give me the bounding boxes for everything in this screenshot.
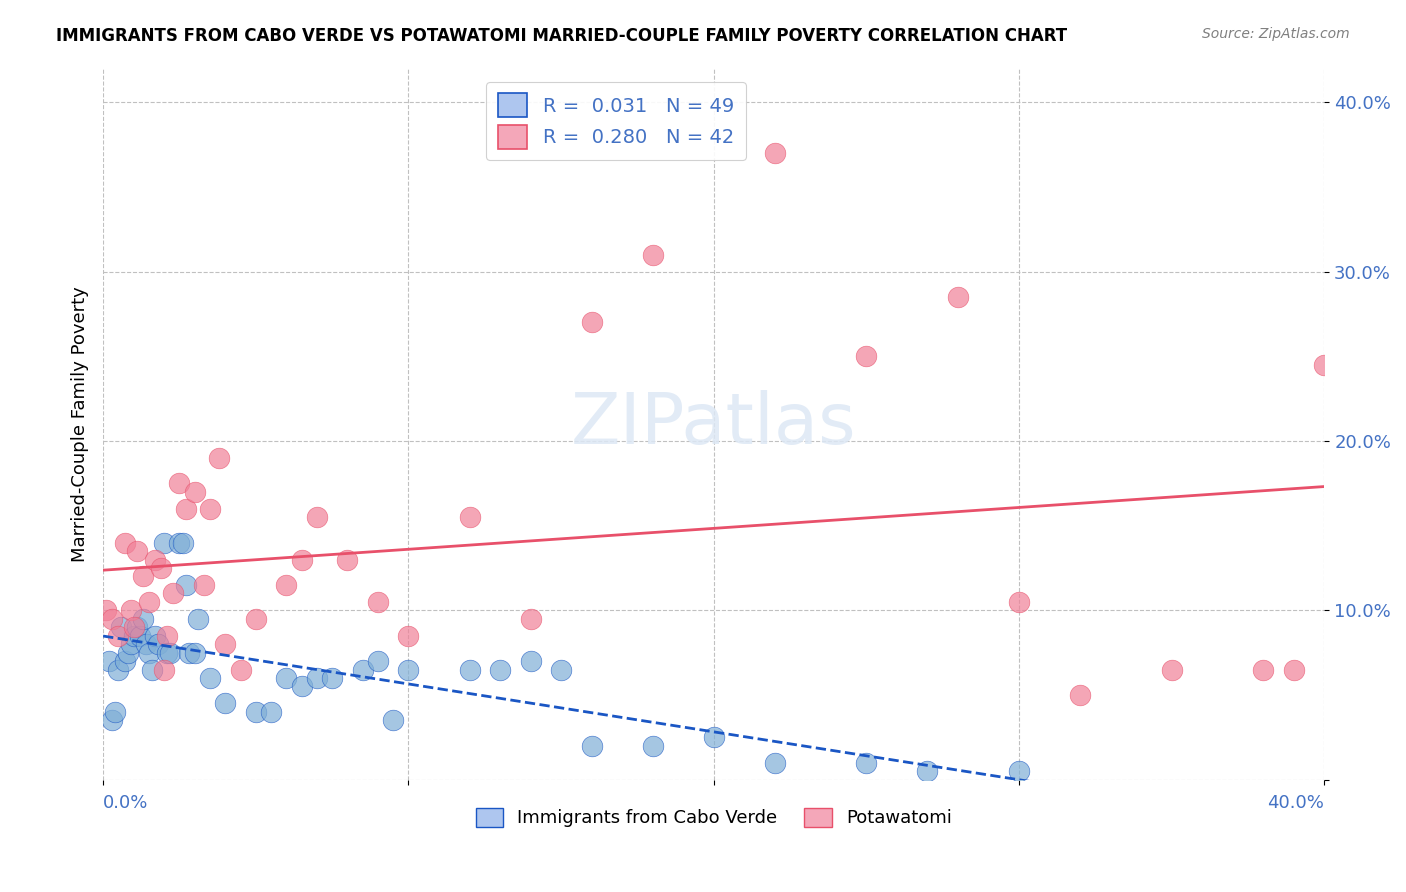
Point: [101, 612, 124, 626]
Point: [855, 756, 877, 770]
Point: [107, 629, 129, 643]
Point: [172, 535, 194, 549]
Point: [156, 629, 179, 643]
Point: [581, 316, 603, 330]
Point: [855, 349, 877, 363]
Point: [1282, 663, 1305, 677]
Point: [143, 552, 166, 566]
Point: [146, 637, 169, 651]
Point: [198, 501, 221, 516]
Point: [120, 603, 142, 617]
Point: [183, 646, 205, 660]
Point: [110, 620, 132, 634]
Point: [641, 739, 664, 753]
Point: [141, 663, 163, 677]
Point: [156, 646, 179, 660]
Point: [114, 535, 136, 549]
Point: [214, 697, 236, 711]
Point: [187, 612, 209, 626]
Point: [169, 535, 191, 549]
Text: IMMIGRANTS FROM CABO VERDE VS POTAWATOMI MARRIED-COUPLE FAMILY POVERTY CORRELATI: IMMIGRANTS FROM CABO VERDE VS POTAWATOMI…: [56, 27, 1067, 45]
Text: 40.0%: 40.0%: [1268, 794, 1324, 812]
Point: [208, 450, 231, 465]
Y-axis label: Married-Couple Family Poverty: Married-Couple Family Poverty: [72, 286, 89, 562]
Point: [96, 603, 118, 617]
Point: [143, 629, 166, 643]
Point: [138, 646, 160, 660]
Point: [138, 595, 160, 609]
Point: [245, 705, 267, 719]
Point: [290, 680, 312, 694]
Point: [245, 612, 267, 626]
Text: ZIPatlas: ZIPatlas: [571, 390, 856, 458]
Point: [1313, 358, 1336, 372]
Point: [229, 663, 252, 677]
Point: [1160, 663, 1182, 677]
Point: [107, 663, 129, 677]
Point: [458, 510, 481, 524]
Point: [276, 578, 298, 592]
Point: [352, 663, 374, 677]
Point: [519, 654, 541, 668]
Point: [177, 646, 200, 660]
Point: [260, 705, 283, 719]
Point: [159, 646, 181, 660]
Point: [367, 654, 389, 668]
Point: [135, 637, 157, 651]
Point: [132, 612, 155, 626]
Point: [276, 671, 298, 685]
Point: [763, 756, 786, 770]
Point: [398, 629, 420, 643]
Point: [98, 654, 121, 668]
Text: Source: ZipAtlas.com: Source: ZipAtlas.com: [1202, 27, 1350, 41]
Point: [122, 620, 145, 634]
Point: [290, 552, 312, 566]
Point: [1253, 663, 1275, 677]
Point: [763, 146, 786, 161]
Point: [101, 714, 124, 728]
Point: [489, 663, 512, 677]
Point: [214, 637, 236, 651]
Point: [153, 663, 176, 677]
Point: [153, 535, 176, 549]
Point: [117, 646, 139, 660]
Point: [382, 714, 405, 728]
Point: [703, 731, 725, 745]
Point: [198, 671, 221, 685]
Point: [193, 578, 215, 592]
Point: [550, 663, 572, 677]
Point: [162, 586, 184, 600]
Point: [150, 561, 173, 575]
Point: [128, 629, 150, 643]
Point: [174, 501, 197, 516]
Point: [519, 612, 541, 626]
Point: [132, 569, 155, 583]
Point: [321, 671, 343, 685]
Point: [104, 705, 127, 719]
Point: [581, 739, 603, 753]
Point: [114, 654, 136, 668]
Point: [917, 764, 939, 779]
Point: [125, 620, 148, 634]
Point: [183, 484, 205, 499]
Text: 0.0%: 0.0%: [103, 794, 149, 812]
Point: [120, 637, 142, 651]
Point: [1069, 688, 1091, 702]
Point: [398, 663, 420, 677]
Point: [169, 476, 191, 491]
Point: [305, 510, 328, 524]
Point: [174, 578, 197, 592]
Point: [367, 595, 389, 609]
Point: [305, 671, 328, 685]
Point: [458, 663, 481, 677]
Point: [122, 629, 145, 643]
Point: [336, 552, 359, 566]
Point: [125, 544, 148, 558]
Point: [946, 290, 969, 304]
Point: [641, 248, 664, 262]
Point: [1008, 764, 1031, 779]
Legend: Immigrants from Cabo Verde, Potawatomi: Immigrants from Cabo Verde, Potawatomi: [468, 801, 959, 835]
Point: [1008, 595, 1031, 609]
